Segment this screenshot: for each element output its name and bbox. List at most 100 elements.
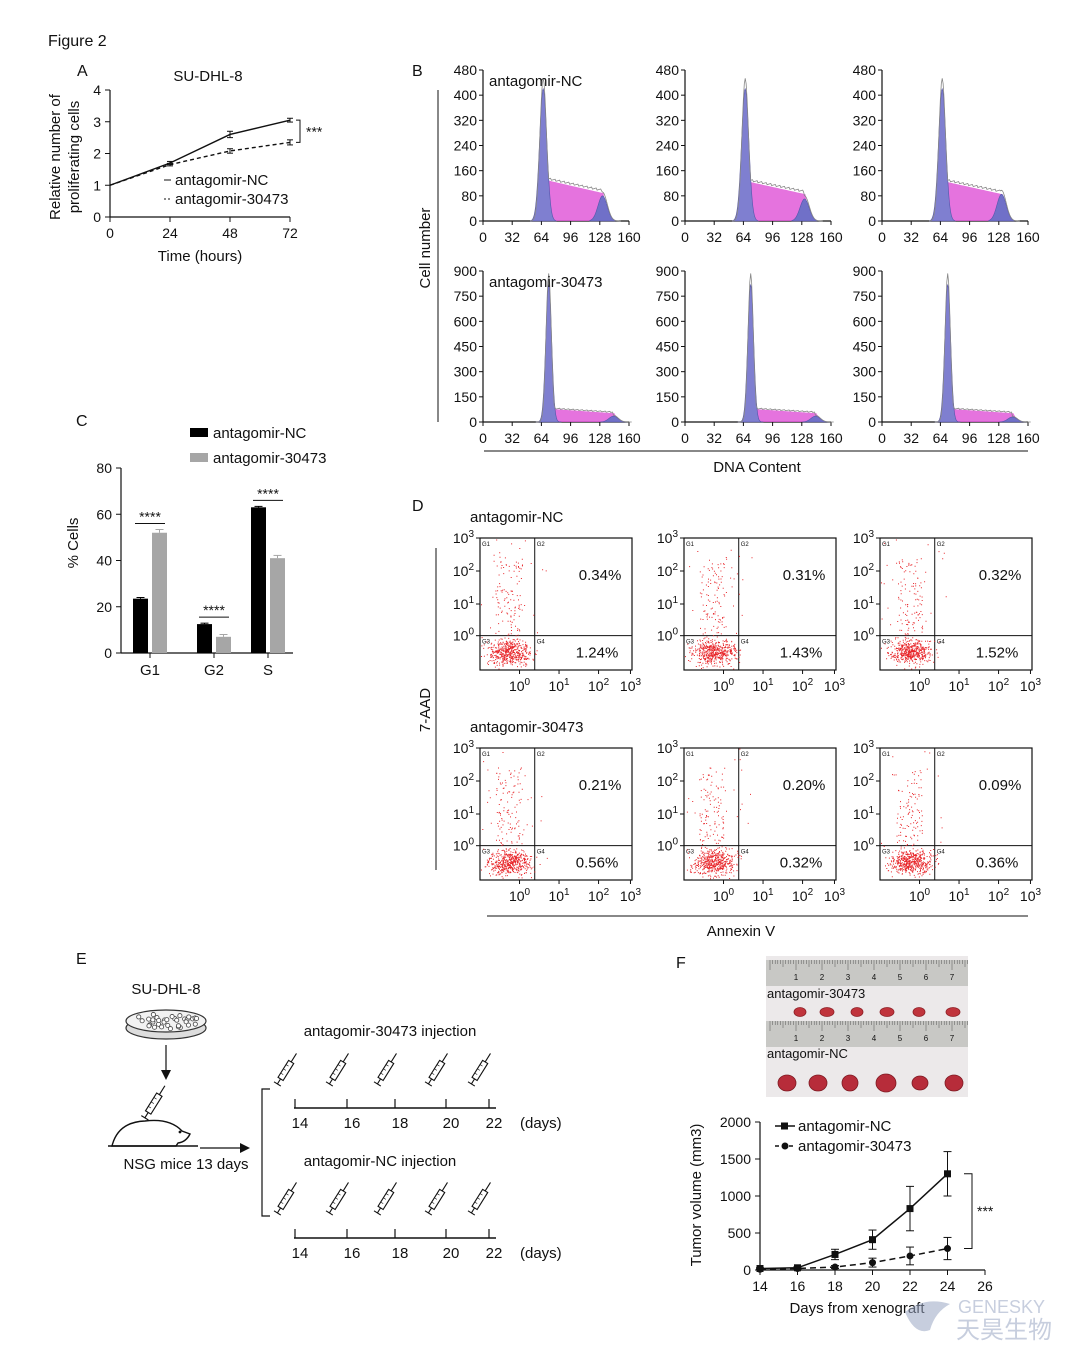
syringe-mark <box>385 1064 389 1067</box>
x-tick-label: 64 <box>736 229 752 245</box>
quadrant-label: G3 <box>882 640 891 646</box>
schema-injection-bottom: antagomir-NC injection <box>304 1153 457 1170</box>
y-tick-label: 101 <box>853 595 875 612</box>
syringe-icon <box>424 1182 448 1216</box>
y-tick-label: 160 <box>454 163 478 179</box>
y-tick-label: 80 <box>461 188 477 204</box>
y-tick-label: 0 <box>868 414 876 430</box>
days-unit-label: (days) <box>520 1115 562 1132</box>
x-tick-label: 0 <box>106 225 114 241</box>
quadrant-label: G1 <box>882 542 891 548</box>
syringe-icon <box>373 1182 397 1216</box>
photo-label-top: antagomir-30473 <box>767 986 865 1001</box>
syringe-mark <box>474 1072 478 1075</box>
schema-arrowhead-right <box>240 1143 250 1153</box>
y-tick-label: 0 <box>469 414 477 430</box>
day-label: 14 <box>292 1245 309 1262</box>
ruler-number: 3 <box>846 973 851 982</box>
cell-dot <box>169 1014 175 1020</box>
y-tick-label: 4 <box>93 82 101 98</box>
tumor-large <box>808 1074 828 1092</box>
mouse-icon <box>108 1119 198 1147</box>
panel-c-bars: **** **** **** <box>133 485 285 653</box>
panel-a-xlabel: Time (hours) <box>158 248 242 265</box>
x-tick-label: 64 <box>933 229 949 245</box>
bar-S-0 <box>251 507 266 653</box>
syringe-plunger <box>328 1078 334 1085</box>
syringe-mark <box>436 1064 440 1067</box>
g1-peak <box>732 87 759 222</box>
y-tick-label: 600 <box>454 313 478 329</box>
x-tick-label: 100 <box>509 887 531 904</box>
y-tick-label: 400 <box>454 87 478 103</box>
y-tick-label: 102 <box>453 772 475 789</box>
cell-dot <box>146 1016 152 1022</box>
raw-histogram-outline <box>737 273 834 423</box>
syringe-plunger <box>470 1207 476 1214</box>
data-marker-circle <box>831 1263 839 1271</box>
y-tick-label: 480 <box>853 62 877 78</box>
x-tick-label: 103 <box>620 677 642 694</box>
s-phase-area <box>747 408 821 422</box>
event-dots <box>481 539 547 670</box>
upper-right-percentage: 0.21% <box>579 777 622 794</box>
x-tick-label: 100 <box>909 677 931 694</box>
quadrant-label: G1 <box>686 752 695 758</box>
tumor-large <box>911 1075 929 1091</box>
cell-dot <box>167 1026 173 1032</box>
flow-plot: G1 G2 G3 G4 100 101 102 103 100 101 102 103 0.31% 1.4… <box>657 529 846 694</box>
y-tick-label: 240 <box>454 138 478 154</box>
syringe-mark <box>150 1101 154 1104</box>
ruler-top <box>766 960 968 986</box>
cell-dot <box>146 1023 152 1029</box>
panel-f: F 1 2 3 4 5 6 7 1 2 3 4 5 6 7 antagomir-30473 antago… <box>676 955 994 1317</box>
panel-a-series: *** <box>109 117 323 186</box>
syringe-handle <box>273 1210 282 1216</box>
quadrant-label: G2 <box>937 542 946 548</box>
syringe-mark <box>385 1193 389 1196</box>
syringe-mark <box>431 1201 435 1204</box>
ruler-number: 1 <box>794 1034 799 1043</box>
x-tick-label: 128 <box>790 229 814 245</box>
watermark-line2: 天昊生物 <box>956 1317 1052 1344</box>
syringe-icon <box>424 1053 448 1087</box>
raw-histogram-outline <box>530 78 621 222</box>
histogram-plot: 0 150 300 450 600 750 900 0 32 64 96 128 160 <box>656 263 843 446</box>
cell-dot <box>164 1017 170 1023</box>
upper-right-percentage: 0.32% <box>979 567 1022 584</box>
schema-mice: NSG mice 13 days <box>123 1156 248 1173</box>
cell-dot <box>174 1017 180 1023</box>
bar-S-1 <box>270 558 285 653</box>
legend-label-0: antagomir-NC <box>798 1118 892 1135</box>
y-tick-label: 0 <box>743 1262 751 1278</box>
x-tick-label: 128 <box>987 229 1011 245</box>
syringe-handle <box>141 1115 149 1121</box>
panel-b-ylabel: Cell number <box>417 208 434 289</box>
syringe-plunger <box>276 1207 282 1214</box>
syringe-plunger <box>427 1207 433 1214</box>
y-tick-label: 100 <box>657 837 679 854</box>
y-tick-label: 2 <box>93 146 101 162</box>
syringe-handle <box>373 1081 382 1087</box>
upper-right-percentage: 0.20% <box>783 777 826 794</box>
schema-arrowhead-down <box>161 1070 171 1080</box>
data-marker-square <box>831 1250 839 1258</box>
s-phase-area <box>545 408 619 422</box>
syringe-plunger <box>276 1078 282 1085</box>
y-tick-label: 20 <box>96 599 112 615</box>
event-dots <box>685 549 753 670</box>
schema-cell-line: SU-DHL-8 <box>131 981 200 998</box>
syringe-needle <box>484 1053 491 1063</box>
series-line-0 <box>109 119 291 186</box>
syringe-icon <box>467 1053 491 1087</box>
syringe-plunger <box>328 1207 334 1214</box>
panel-letter-f: F <box>676 955 686 972</box>
y-tick-label: 80 <box>663 188 679 204</box>
y-tick-label: 300 <box>853 364 877 380</box>
raw-histogram-outline <box>934 273 1031 423</box>
syringe-needle <box>290 1053 297 1063</box>
y-tick-label: 750 <box>853 288 877 304</box>
data-marker-circle <box>906 1252 914 1260</box>
y-tick-label: 320 <box>656 112 680 128</box>
